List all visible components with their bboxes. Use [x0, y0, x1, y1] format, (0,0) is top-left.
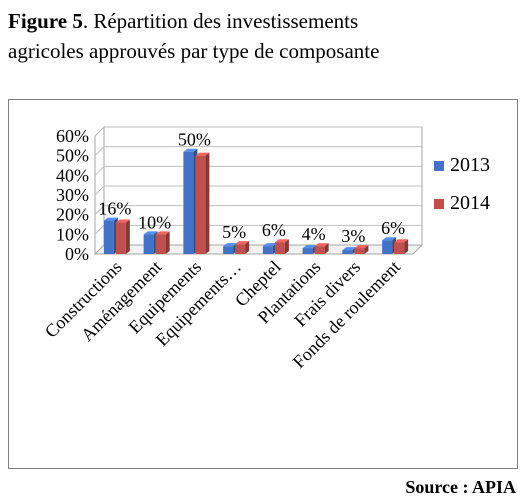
bar-front: [103, 220, 114, 254]
bar-front: [302, 248, 313, 254]
bar-front: [394, 242, 405, 254]
bar-2014: [354, 245, 369, 254]
gridline: [94, 185, 422, 196]
bar-front: [342, 250, 353, 254]
bar-side: [284, 239, 289, 254]
data-label: 10%: [138, 212, 171, 232]
bar-chart: 0%10%20%30%40%50%60%16%Constructions10%A…: [41, 125, 490, 372]
bar-2013: [103, 217, 118, 254]
data-label: 16%: [98, 199, 131, 219]
bar-top: [143, 231, 158, 235]
bar-front: [274, 242, 285, 254]
data-label: 5%: [222, 222, 246, 242]
caption-title-end: agricoles approuvés par type de composan…: [8, 39, 380, 63]
bar-top: [382, 237, 397, 241]
data-label: 6%: [381, 218, 405, 238]
bar-2013: [143, 231, 158, 254]
caption-title-start: . Répartition des investissements: [82, 9, 359, 33]
bar-front: [115, 222, 126, 254]
bar-2014: [314, 243, 329, 254]
bar-front: [195, 155, 206, 254]
figure-label: Figure 5: [8, 9, 83, 33]
bar-side: [245, 241, 250, 254]
bar-front: [354, 248, 365, 254]
legend-swatch-2013: [434, 161, 444, 171]
bar-2013: [262, 243, 277, 254]
bar-top: [223, 243, 238, 247]
bar-top: [354, 245, 369, 249]
data-label: 50%: [178, 130, 211, 150]
bar-side: [165, 231, 170, 254]
y-tick-label: 40%: [56, 165, 89, 185]
bar-top: [115, 219, 130, 223]
y-tick-label: 30%: [56, 185, 89, 205]
gridline: [94, 205, 422, 216]
bar-top: [103, 217, 118, 221]
bar-front: [183, 151, 194, 254]
bar-front: [382, 240, 393, 254]
source-note: Source : APIA: [405, 477, 516, 497]
gridline: [94, 165, 422, 176]
bar-top: [262, 243, 277, 247]
bar-2014: [195, 152, 210, 254]
bar-2014: [155, 231, 170, 254]
gridline: [94, 126, 422, 137]
bar-2013: [382, 237, 397, 254]
bar-side: [364, 245, 369, 254]
data-label: 3%: [341, 226, 365, 246]
bar-2013: [183, 148, 198, 254]
bar-front: [314, 246, 325, 254]
bar-top: [342, 247, 357, 251]
data-label: 6%: [262, 220, 286, 240]
chart-frame: 0% 10% 20% 30% 40% 50% 60% 16% Constructions 10% A…: [8, 99, 518, 469]
bar-2014: [274, 239, 289, 254]
legend-swatch-2014: [434, 199, 444, 209]
bar-top: [195, 152, 210, 156]
y-tick-label: 60%: [56, 126, 89, 146]
legend-label-2013: 2013: [450, 154, 490, 176]
bar-top: [183, 148, 198, 152]
y-tick-label: 0%: [65, 244, 89, 264]
bar-2013: [223, 243, 238, 254]
y-tick-label: 20%: [56, 205, 89, 225]
bar-top: [394, 239, 409, 243]
bar-front: [262, 246, 273, 254]
bar-front: [235, 244, 246, 254]
bar-top: [302, 245, 317, 249]
bar-top: [235, 241, 250, 245]
legend-label-2014: 2014: [450, 192, 490, 214]
bar-top: [314, 243, 329, 247]
bar-side: [125, 219, 130, 254]
bar-front: [223, 246, 234, 254]
figure-caption: Figure 5. Répartition des investissement…: [8, 6, 520, 66]
bar-top: [155, 231, 170, 235]
bar-2014: [235, 241, 250, 254]
bar-front: [143, 234, 154, 254]
bar-side: [324, 243, 329, 254]
bar-2014: [394, 239, 409, 254]
bar-front: [155, 234, 166, 254]
y-tick-label: 10%: [56, 224, 89, 244]
bar-side: [205, 152, 210, 254]
gridline: [94, 146, 422, 157]
caption-first-part: Figure 5. Répartition des investissement…: [8, 6, 358, 36]
y-tick-label: 50%: [56, 146, 89, 166]
data-label: 4%: [302, 224, 326, 244]
bar-2014: [115, 219, 130, 254]
bar-side: [404, 239, 409, 254]
bar-top: [274, 239, 289, 243]
